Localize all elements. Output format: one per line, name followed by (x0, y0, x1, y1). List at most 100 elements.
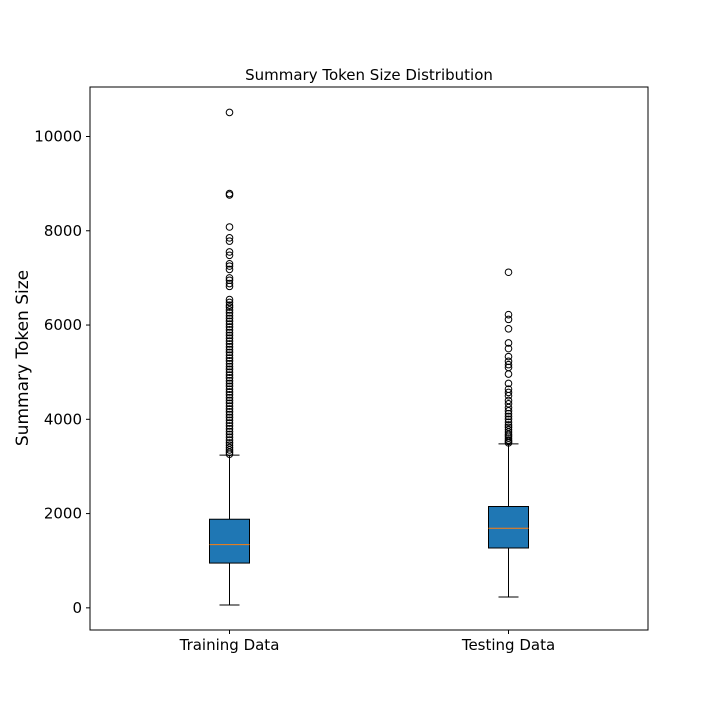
outlier-point (225, 402, 234, 410)
outlier-point (225, 259, 234, 268)
outlier-point (225, 430, 234, 439)
plot-area (209, 108, 529, 606)
outlier-point (225, 279, 234, 288)
outlier-point (225, 362, 234, 371)
outlier-point (225, 323, 234, 331)
outlier-point (225, 308, 234, 317)
outlier-point (225, 357, 234, 365)
y-tick-label: 8000 (44, 222, 82, 240)
x-tick-label: Testing Data (461, 636, 555, 654)
outlier-point (225, 374, 234, 382)
outlier-point (504, 425, 513, 434)
iqr-box (488, 506, 529, 549)
outlier-point (225, 354, 234, 362)
outlier-point (504, 379, 513, 388)
x-axis: Training Data Testing Data (179, 630, 555, 654)
outlier-point (225, 371, 234, 379)
outlier-point (225, 424, 234, 433)
outlier-point (504, 421, 513, 429)
outlier-point (225, 189, 234, 198)
outlier-point (225, 340, 234, 348)
outlier-point (225, 295, 234, 304)
y-tick-label: 0 (72, 599, 82, 617)
outlier-point (225, 311, 234, 320)
outlier-point (225, 342, 234, 351)
outlier-point (225, 265, 234, 274)
outlier-point (504, 360, 513, 369)
outlier-point (225, 223, 234, 231)
outlier-point (225, 276, 234, 285)
y-axis: 0 2000 4000 6000 8000 10000 (34, 127, 90, 617)
outlier-point (225, 436, 234, 444)
outlier-point (225, 314, 234, 323)
y-tick-label: 10000 (34, 127, 82, 145)
outlier-point (225, 407, 234, 416)
outlier-point (225, 320, 234, 328)
outlier-point (225, 234, 234, 242)
outlier-point (225, 422, 234, 430)
outlier-point (225, 388, 234, 396)
outlier-point (225, 399, 234, 408)
outlier-point (225, 396, 234, 405)
outlier-point (225, 413, 234, 422)
outlier-point (225, 303, 234, 311)
outlier-point (225, 325, 234, 334)
outlier-point (504, 436, 513, 444)
outlier-point (225, 393, 234, 402)
outlier-point (504, 388, 513, 397)
outlier-point (504, 325, 513, 333)
outlier-point (225, 433, 234, 442)
outlier-point (225, 416, 234, 425)
outlier-point (225, 376, 234, 385)
outlier-point (504, 396, 513, 405)
outlier-point (504, 310, 513, 319)
outlier-point (225, 251, 234, 260)
outlier-point (225, 359, 234, 368)
outlier-point (504, 352, 513, 361)
outlier-point (504, 412, 513, 421)
outlier-point (225, 405, 234, 413)
y-axis-label: Summary Token Size (13, 270, 33, 446)
outlier-point (504, 339, 513, 347)
outlier-point (225, 379, 234, 388)
iqr-box (209, 518, 250, 564)
outlier-point (504, 370, 513, 378)
box-1 (209, 108, 250, 606)
y-tick-label: 6000 (44, 316, 82, 334)
outlier-point (225, 390, 234, 399)
chart-title: Summary Token Size Distribution (245, 66, 493, 84)
outlier-point (225, 108, 234, 117)
outlier-point (225, 337, 234, 345)
outlier-point (225, 328, 234, 337)
outlier-point (504, 399, 513, 408)
outlier-point (225, 419, 234, 427)
outlier-point (225, 368, 234, 376)
y-tick-label: 4000 (44, 410, 82, 428)
outlier-point (225, 345, 234, 354)
outlier-point (504, 415, 513, 424)
outlier-point (225, 439, 234, 447)
outlier-point (225, 427, 234, 436)
outlier-point (225, 348, 234, 357)
outlier-point (225, 237, 234, 245)
outlier-point (225, 298, 234, 307)
outlier-point (225, 262, 234, 270)
outlier-point (225, 301, 234, 310)
outlier-point (225, 248, 234, 256)
outlier-point (504, 268, 513, 277)
outlier-point (225, 334, 234, 343)
box-2 (488, 268, 529, 598)
outlier-point (225, 441, 234, 450)
x-tick-label: Training Data (179, 636, 280, 654)
outlier-point (504, 315, 513, 324)
outlier-point (225, 410, 234, 419)
outlier-point (225, 306, 234, 314)
outlier-point (225, 274, 234, 282)
outlier-point (504, 418, 513, 426)
outlier-point (225, 365, 234, 374)
outlier-point (225, 331, 234, 340)
outlier-point (504, 385, 513, 393)
outlier-point (225, 443, 234, 452)
outlier-point (225, 317, 234, 326)
